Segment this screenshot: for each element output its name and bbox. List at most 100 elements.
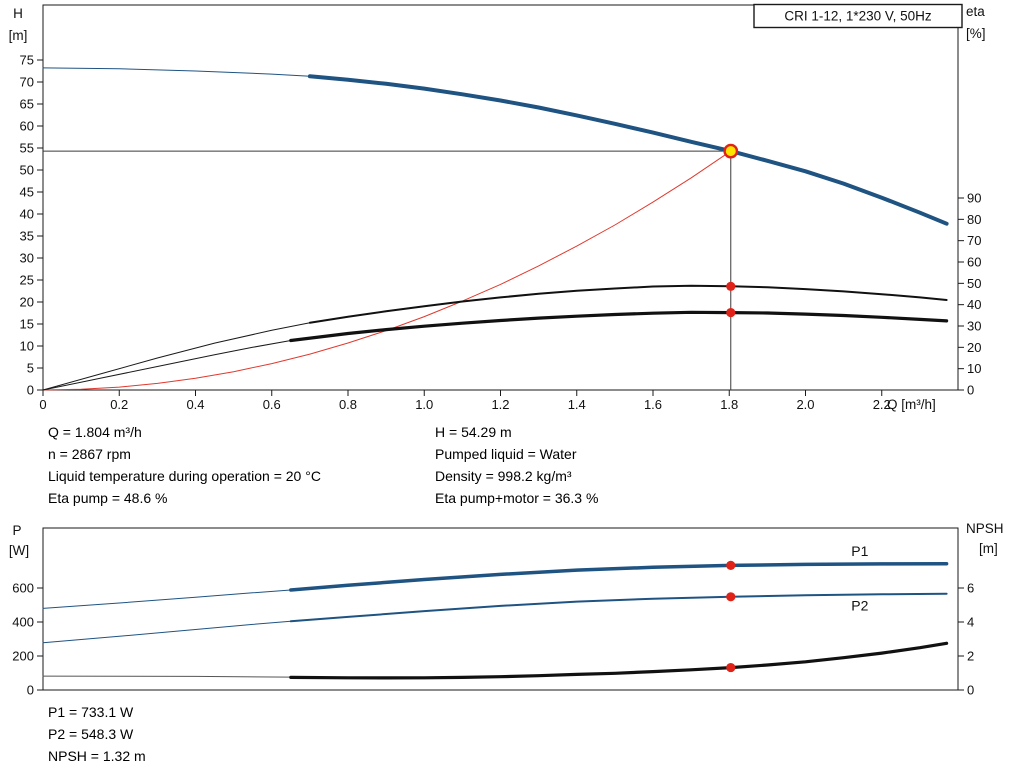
info-row: n = 2867 rpm Pumped liquid = Water [48,443,598,465]
left-tick-label: 35 [20,229,34,244]
left-axis-symbol-top: H [13,6,23,21]
pump-curve [307,74,949,226]
info-row: Q = 1.804 m³/h H = 54.29 m [48,421,598,443]
left-axis-symbol-bottom: P [12,523,21,538]
speed-value: n = 2867 rpm [48,446,131,462]
x-tick-label: 1.0 [415,397,433,412]
left-tick-label: 70 [20,75,34,90]
duty-point[interactable] [723,143,739,159]
right-tick-label: 10 [967,361,981,376]
eta-pump [308,284,948,324]
right-tick-label: 6 [967,581,974,596]
eta-pump-ref [42,322,311,391]
npsh-curve [289,641,949,680]
x-tick-label: 0.4 [186,397,204,412]
left-tick-label: 200 [12,649,34,664]
duty-point-info: Q = 1.804 m³/h H = 54.29 m n = 2867 rpm … [48,421,598,509]
right-tick-label: 70 [967,233,981,248]
right-axis-symbol-top: eta [966,4,985,19]
npsh-value: NPSH = 1.32 m [48,748,146,764]
x-axis-title: Q [m³/h] [887,397,936,412]
curve-label-p2: P2 [851,597,868,613]
info-row: Liquid temperature during operation = 20… [48,465,598,487]
p2-value: P2 = 548.3 W [48,726,134,742]
left-tick-label: 400 [12,615,34,630]
eta-pump-point [726,281,736,291]
right-tick-label: 2 [967,649,974,664]
power-npsh-chart: 0 200 400 600 0 2 4 6 P1 P2 [12,527,974,698]
right-tick-label: 60 [967,255,981,270]
eta-pump-value: Eta pump = 48.6 % [48,490,168,506]
left-tick-label: 0 [27,383,34,398]
eta-pump-motor-point [726,307,736,318]
p2-ref [42,620,292,644]
p1-ref [42,589,292,609]
left-tick-label: 75 [20,53,34,68]
power-npsh-info: P1 = 733.1 W P2 = 548.3 W NPSH = 1.32 m [48,701,146,767]
right-tick-label: 50 [967,276,981,291]
x-tick-label: 1.6 [644,397,662,412]
right-tick-label: 90 [967,191,981,206]
density-value: Density = 998.2 kg/m³ [435,468,572,484]
right-tick-label: 4 [967,615,974,630]
left-tick-label: 15 [20,317,34,332]
right-tick-label: 30 [967,319,981,334]
pump-title: CRI 1-12, 1*230 V, 50Hz [784,9,932,24]
left-tick-label: 30 [20,251,34,266]
left-tick-label: 45 [20,185,34,200]
x-tick-label: 0.8 [339,397,357,412]
right-axis-unit-bottom: [m] [979,541,998,556]
right-tick-label: 20 [967,340,981,355]
eta-pump-motor-value: Eta pump+motor = 36.3 % [435,490,599,506]
pumped-liquid-value: Pumped liquid = Water [435,446,577,462]
hq-chart: 0 0.2 0.4 0.6 0.8 1.0 1.2 1.4 1.6 1.8 2.0 2.2 0 5 10 15… [20,4,981,412]
left-tick-label: 10 [20,339,34,354]
left-axis-unit-top: [m] [9,28,28,43]
left-tick-label: 600 [12,581,34,596]
left-tick-label: 0 [27,683,34,698]
curve-label-p1: P1 [851,543,868,559]
x-tick-label: 2.2 [873,397,891,412]
left-axis-unit-bottom: [W] [9,543,29,558]
p1-point [726,560,736,570]
axis-labels: H [m] eta [%] Q [m³/h] P [W] NPSH [m] CR… [9,3,1004,558]
eta-pump-motor-ref [42,340,292,391]
right-axis-symbol-bottom: NPSH [966,521,1004,536]
liquid-temperature-value: Liquid temperature during operation = 20… [48,468,321,484]
npsh-ref [42,675,292,678]
x-tick-label: 1.2 [491,397,509,412]
pump-title-box [753,3,963,29]
power-npsh-chart-plot-area[interactable] [42,527,959,691]
npsh-point [726,662,736,673]
x-tick-label: 0.2 [110,397,128,412]
p1-curve [289,561,949,592]
x-tick-label: 2.0 [796,397,814,412]
right-tick-label: 40 [967,297,981,312]
x-tick-label: 0 [39,397,46,412]
eta-pump-motor [289,310,949,343]
right-tick-label: 80 [967,212,981,227]
left-tick-label: 65 [20,97,34,112]
right-tick-label: 0 [967,683,974,698]
left-tick-label: 40 [20,207,34,222]
left-tick-label: 20 [20,295,34,310]
p2-curve [289,592,948,623]
p2-point [726,592,736,602]
flow-value: Q = 1.804 m³/h [48,424,142,440]
head-value: H = 54.29 m [435,424,512,440]
left-tick-label: 60 [20,119,34,134]
left-tick-label: 5 [27,361,34,376]
x-tick-label: 1.8 [720,397,738,412]
pump-curve-ref [42,67,311,77]
left-tick-label: 25 [20,273,34,288]
right-tick-label: 0 [967,383,974,398]
p1-value: P1 = 733.1 W [48,704,134,720]
system-curve [42,150,732,391]
left-tick-label: 55 [20,141,34,156]
left-tick-label: 50 [20,163,34,178]
x-tick-label: 0.6 [263,397,281,412]
right-axis-unit-top: [%] [966,26,986,41]
x-tick-label: 1.4 [568,397,586,412]
hq-chart-plot-area[interactable] [42,4,959,391]
